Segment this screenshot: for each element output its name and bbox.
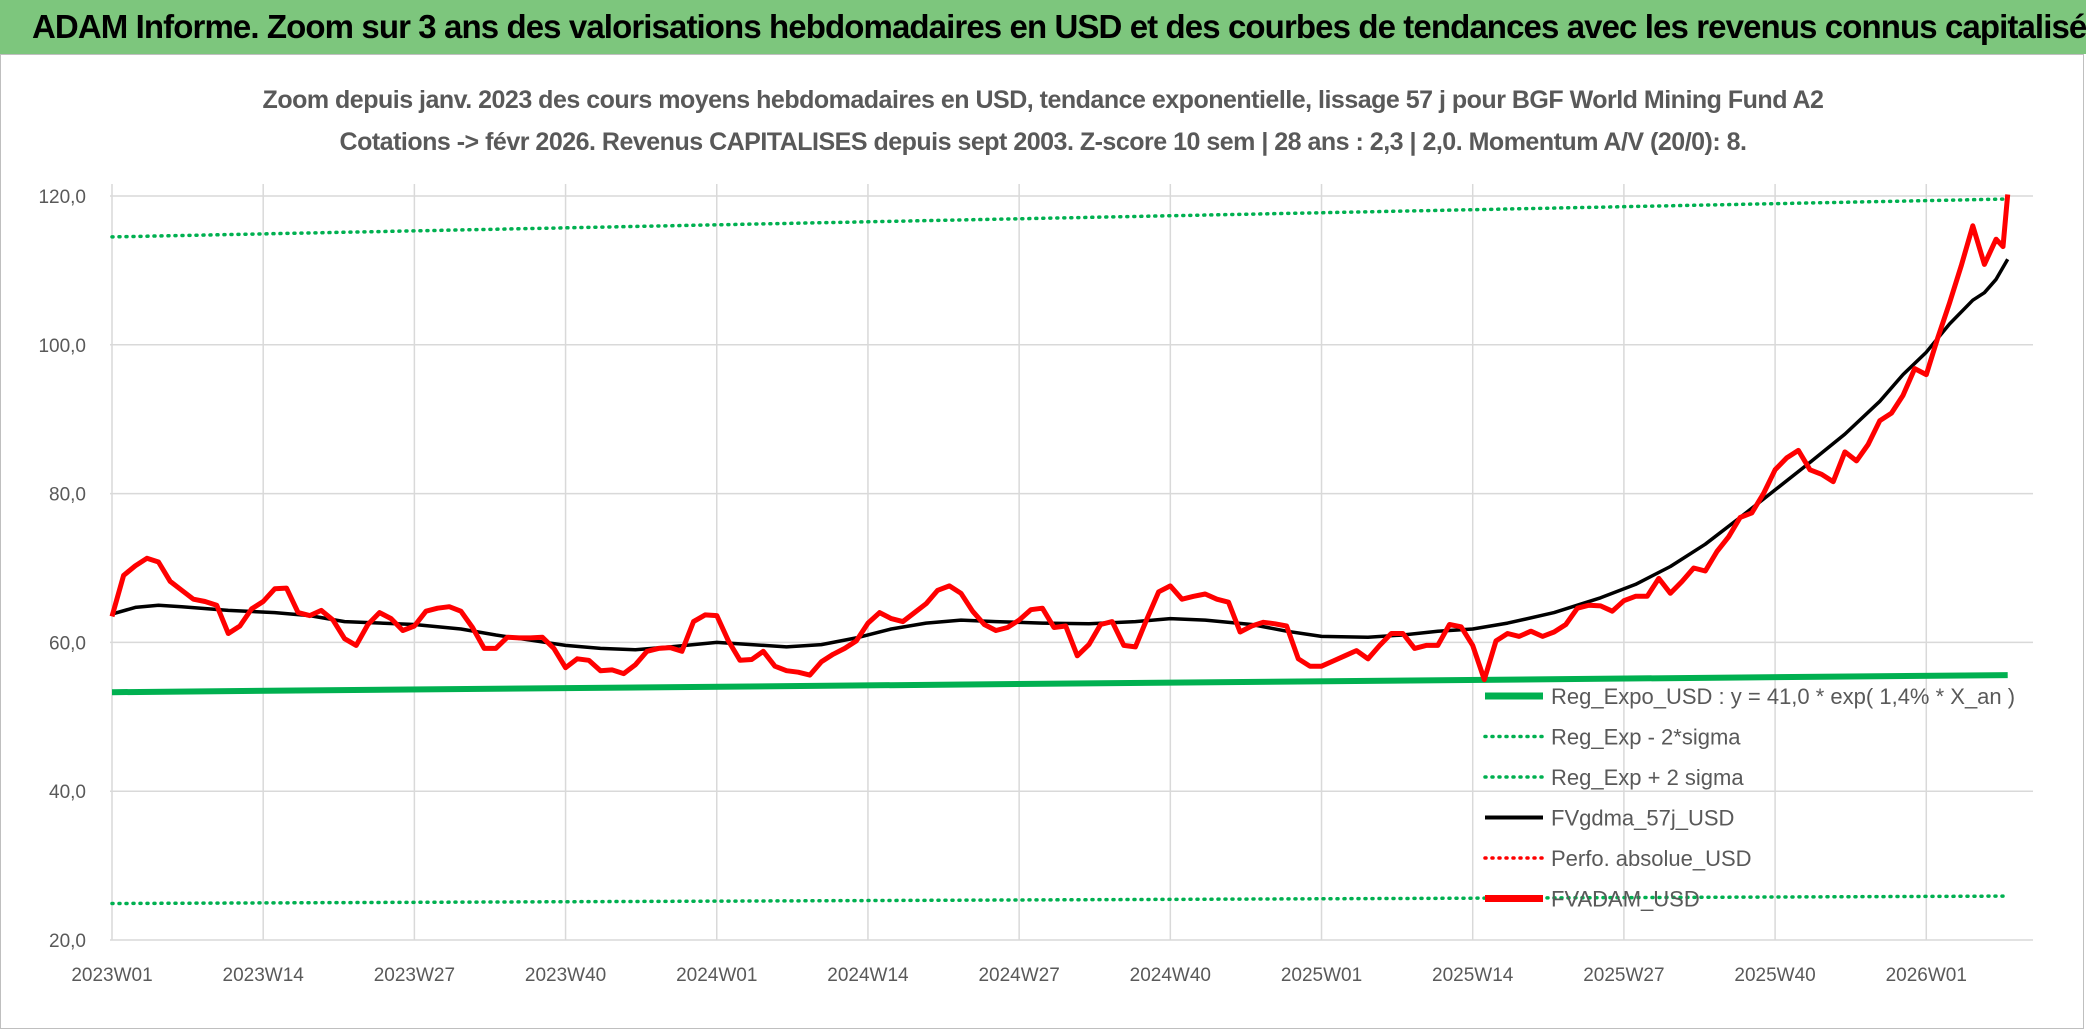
legend-item: FVgdma_57j_USD — [1485, 806, 1734, 831]
series-line-reg-exp-2-sigma — [110, 197, 2010, 239]
chart-frame — [0, 54, 2084, 1029]
x-tick-label: 2024W40 — [1130, 965, 1211, 986]
series-line-fvgdma-57j-usd — [111, 258, 2010, 652]
legend-label: Perfo. absolue_USD — [1551, 846, 1752, 871]
x-tick-label: 2023W27 — [374, 965, 455, 986]
legend-item: Reg_Exp - 2*sigma — [1483, 725, 1741, 750]
chart-title-line1: Zoom depuis janv. 2023 des cours moyens … — [262, 86, 1824, 114]
y-tick-label: 120,0 — [38, 187, 86, 208]
report-title: ADAM Informe. Zoom sur 3 ans des valoris… — [32, 8, 2086, 45]
y-tick-label: 40,0 — [49, 782, 86, 803]
series-line-reg-exp-2-sigma — [110, 894, 2010, 906]
legend-label: FVgdma_57j_USD — [1551, 806, 1734, 831]
legend-label: Reg_Exp - 2*sigma — [1551, 725, 1741, 750]
x-tick-label: 2025W14 — [1432, 965, 1514, 986]
x-tick-label: 2024W01 — [676, 965, 757, 986]
series-line-fvadam-usd — [109, 194, 2011, 683]
y-tick-label: 100,0 — [38, 336, 86, 357]
x-tick-label: 2024W27 — [978, 965, 1059, 986]
y-tick-label: 80,0 — [49, 485, 86, 506]
legend-label: Reg_Expo_USD : y = 41,0 * exp( 1,4% * X_… — [1551, 684, 2015, 709]
legend-item: FVADAM_USD — [1485, 887, 1700, 912]
report-header-bar: ADAM Informe. Zoom sur 3 ans des valoris… — [0, 0, 2086, 54]
x-tick-label: 2023W40 — [525, 965, 606, 986]
x-tick-label: 2025W40 — [1734, 965, 1815, 986]
chart-title-line2: Cotations -> févr 2026. Revenus CAPITALI… — [339, 128, 1747, 156]
x-tick-label: 2023W14 — [223, 965, 305, 986]
x-tick-label: 2024W14 — [827, 965, 909, 986]
series-line-reg-expo-usd — [111, 672, 2008, 696]
legend-item: Reg_Exp + 2 sigma — [1483, 765, 1744, 790]
legend-item: Reg_Expo_USD : y = 41,0 * exp( 1,4% * X_… — [1485, 684, 2015, 709]
y-tick-label: 20,0 — [49, 931, 86, 952]
x-tick-label: 2023W01 — [71, 965, 152, 986]
x-tick-label: 2025W01 — [1281, 965, 1362, 986]
legend-item: Perfo. absolue_USD — [1483, 846, 1752, 871]
legend-label: FVADAM_USD — [1551, 887, 1700, 912]
legend-label: Reg_Exp + 2 sigma — [1551, 765, 1744, 790]
x-tick-label: 2026W01 — [1886, 965, 1967, 986]
x-tick-label: 2025W27 — [1583, 965, 1664, 986]
y-tick-label: 60,0 — [49, 633, 86, 654]
